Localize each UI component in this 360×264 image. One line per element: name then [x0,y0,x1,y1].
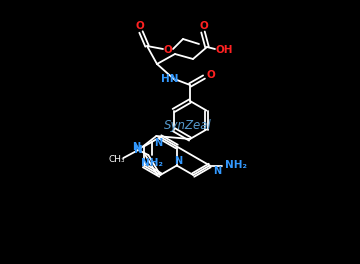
Text: NH₂: NH₂ [225,161,247,171]
Text: O: O [207,70,215,80]
Text: O: O [136,21,144,31]
Text: HN: HN [161,74,179,84]
Text: N: N [174,155,182,166]
Text: OH: OH [215,45,233,55]
Text: CH₃: CH₃ [108,155,125,164]
Text: N: N [154,138,162,148]
Text: O: O [164,45,172,55]
Text: O: O [200,21,208,31]
Text: SynZeal: SynZeal [164,119,212,131]
Text: N: N [134,145,143,155]
Text: N: N [132,143,140,153]
Text: N: N [213,166,222,176]
Text: NH₂: NH₂ [141,158,163,168]
